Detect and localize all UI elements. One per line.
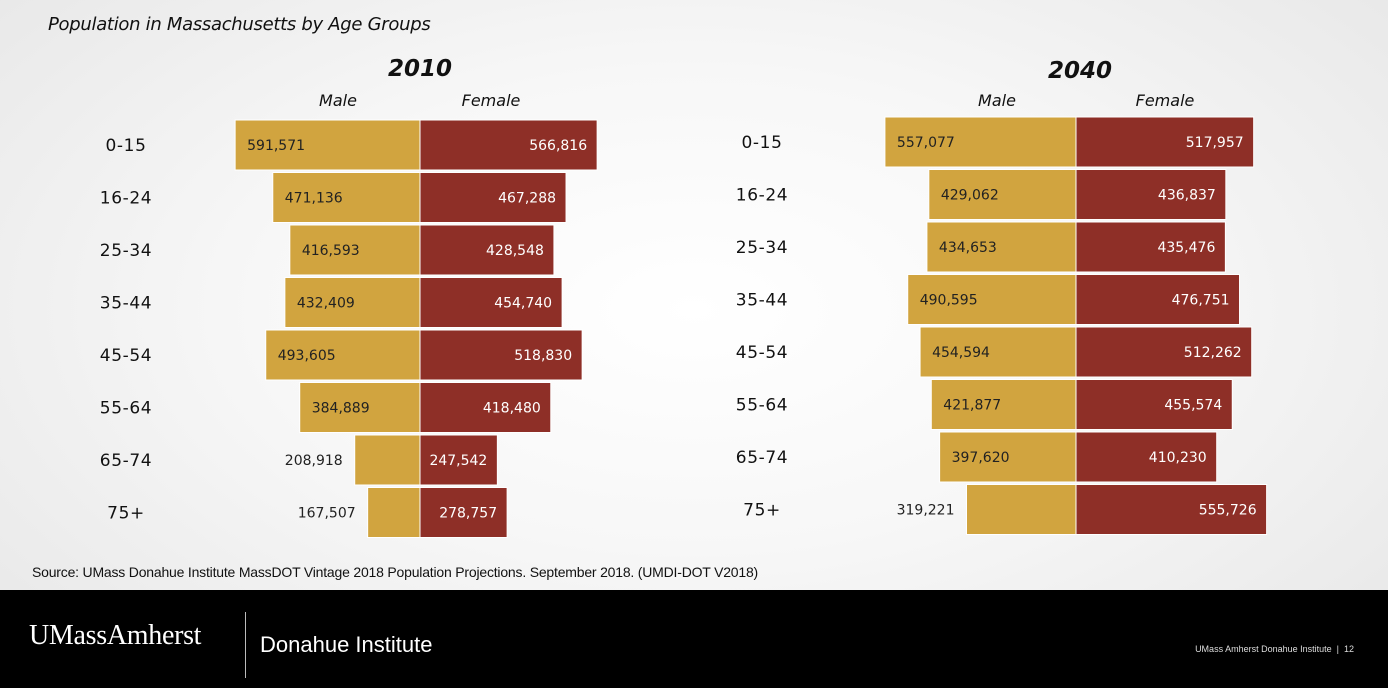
male-header: Male [319,91,357,110]
female-bar [1075,326,1253,378]
female-bar [1075,379,1233,430]
male-bar [928,169,1077,220]
male-value-label: 208,918 [285,453,343,469]
age-label: 25-34 [100,241,152,261]
female-value-label: 247,542 [429,453,487,469]
age-label: 55-64 [100,399,152,419]
male-value-label: 397,620 [952,450,1010,466]
female-bar [1075,169,1227,220]
age-label: 16-24 [736,186,788,206]
female-value-label: 476,751 [1172,293,1230,309]
male-header: Male [978,91,1016,110]
year-title-2010: 2010 [388,56,452,82]
male-bar [265,329,421,381]
female-value-label: 436,837 [1158,188,1216,204]
female-value-label: 518,830 [514,348,572,364]
page-title: Population in Massachusetts by Age Group… [48,14,431,35]
female-header: Female [462,91,521,110]
female-value-label: 278,757 [439,506,497,522]
male-value-label: 319,221 [897,503,955,519]
male-bar [939,431,1077,483]
male-value-label: 591,571 [247,138,305,154]
male-value-label: 454,594 [932,345,990,361]
female-value-label: 555,726 [1199,503,1257,519]
female-value-label: 410,230 [1149,450,1207,466]
age-label: 16-24 [100,189,152,209]
male-bar [299,382,421,433]
male-value-label: 429,062 [941,188,999,204]
female-value-label: 467,288 [498,191,556,207]
institute-name: Donahue Institute [260,632,433,657]
female-bar [419,487,508,538]
pyramid-chart-2040: 2040 Male Female 0-15 557,077 517,957 16-24 429… [736,58,1268,535]
female-bar [419,329,583,381]
female-bar [1075,274,1241,325]
female-bar [419,172,567,223]
male-bar [284,277,421,328]
age-label: 45-54 [736,343,788,363]
male-bar [272,172,421,223]
footer-note: UMass Amherst Donahue Institute | 12 [1195,644,1354,654]
female-header: Female [1136,91,1195,110]
umass-amherst-logo[interactable]: UMassAmherst [29,620,202,651]
age-label: 35-44 [736,291,788,311]
female-value-label: 418,480 [483,401,541,417]
female-bar [419,224,555,276]
age-label: 75+ [107,504,145,524]
female-bar [419,119,598,171]
male-bar [926,221,1077,273]
male-bar [907,274,1077,325]
age-label: 45-54 [100,346,152,366]
footer-bar: UMassAmherst Donahue Institute UMass Amh… [0,590,1388,688]
female-bar [1075,484,1268,535]
male-bar [354,434,421,486]
male-value-label: 471,136 [285,191,343,207]
age-label: 25-34 [736,238,788,258]
female-value-label: 517,957 [1186,135,1244,151]
male-bar [289,224,421,276]
female-value-label: 455,574 [1164,398,1222,414]
age-label: 65-74 [736,448,788,468]
female-bar [1075,116,1255,168]
male-bar [919,326,1077,378]
male-value-label: 493,605 [278,348,336,364]
female-bar [1075,221,1226,273]
footer-divider [245,612,246,678]
female-value-label: 512,262 [1184,345,1242,361]
age-label: 0-15 [742,133,783,153]
female-bar [1075,431,1218,483]
source-note: Source: UMass Donahue Institute MassDOT … [32,564,759,580]
male-value-label: 432,409 [297,296,355,312]
female-bar [419,434,498,486]
female-value-label: 428,548 [486,243,544,259]
female-bar [419,382,552,433]
page-number: 12 [1343,644,1354,654]
age-label: 55-64 [736,396,788,416]
male-bar [884,116,1077,168]
male-bar [966,484,1077,535]
female-value-label: 454,740 [494,296,552,312]
female-value-label: 435,476 [1157,240,1215,256]
male-value-label: 557,077 [897,135,955,151]
female-value-label: 566,816 [529,138,587,154]
pyramid-chart-2010: 2010 Male Female 0-15 591,571 566,816 16-24 471… [100,56,598,538]
male-value-label: 490,595 [920,293,978,309]
male-bar [930,379,1077,430]
male-value-label: 384,889 [312,401,370,417]
age-label: 0-15 [106,136,147,156]
male-value-label: 167,507 [298,506,356,522]
age-label: 35-44 [100,294,152,314]
male-value-label: 421,877 [943,398,1001,414]
age-label: 65-74 [100,451,152,471]
footer-note-text: UMass Amherst Donahue Institute [1195,644,1332,654]
age-label: 75+ [743,501,781,521]
male-value-label: 416,593 [302,243,360,259]
year-title-2040: 2040 [1048,58,1112,84]
female-bar [419,277,563,328]
male-bar [234,119,421,171]
male-value-label: 434,653 [939,240,997,256]
